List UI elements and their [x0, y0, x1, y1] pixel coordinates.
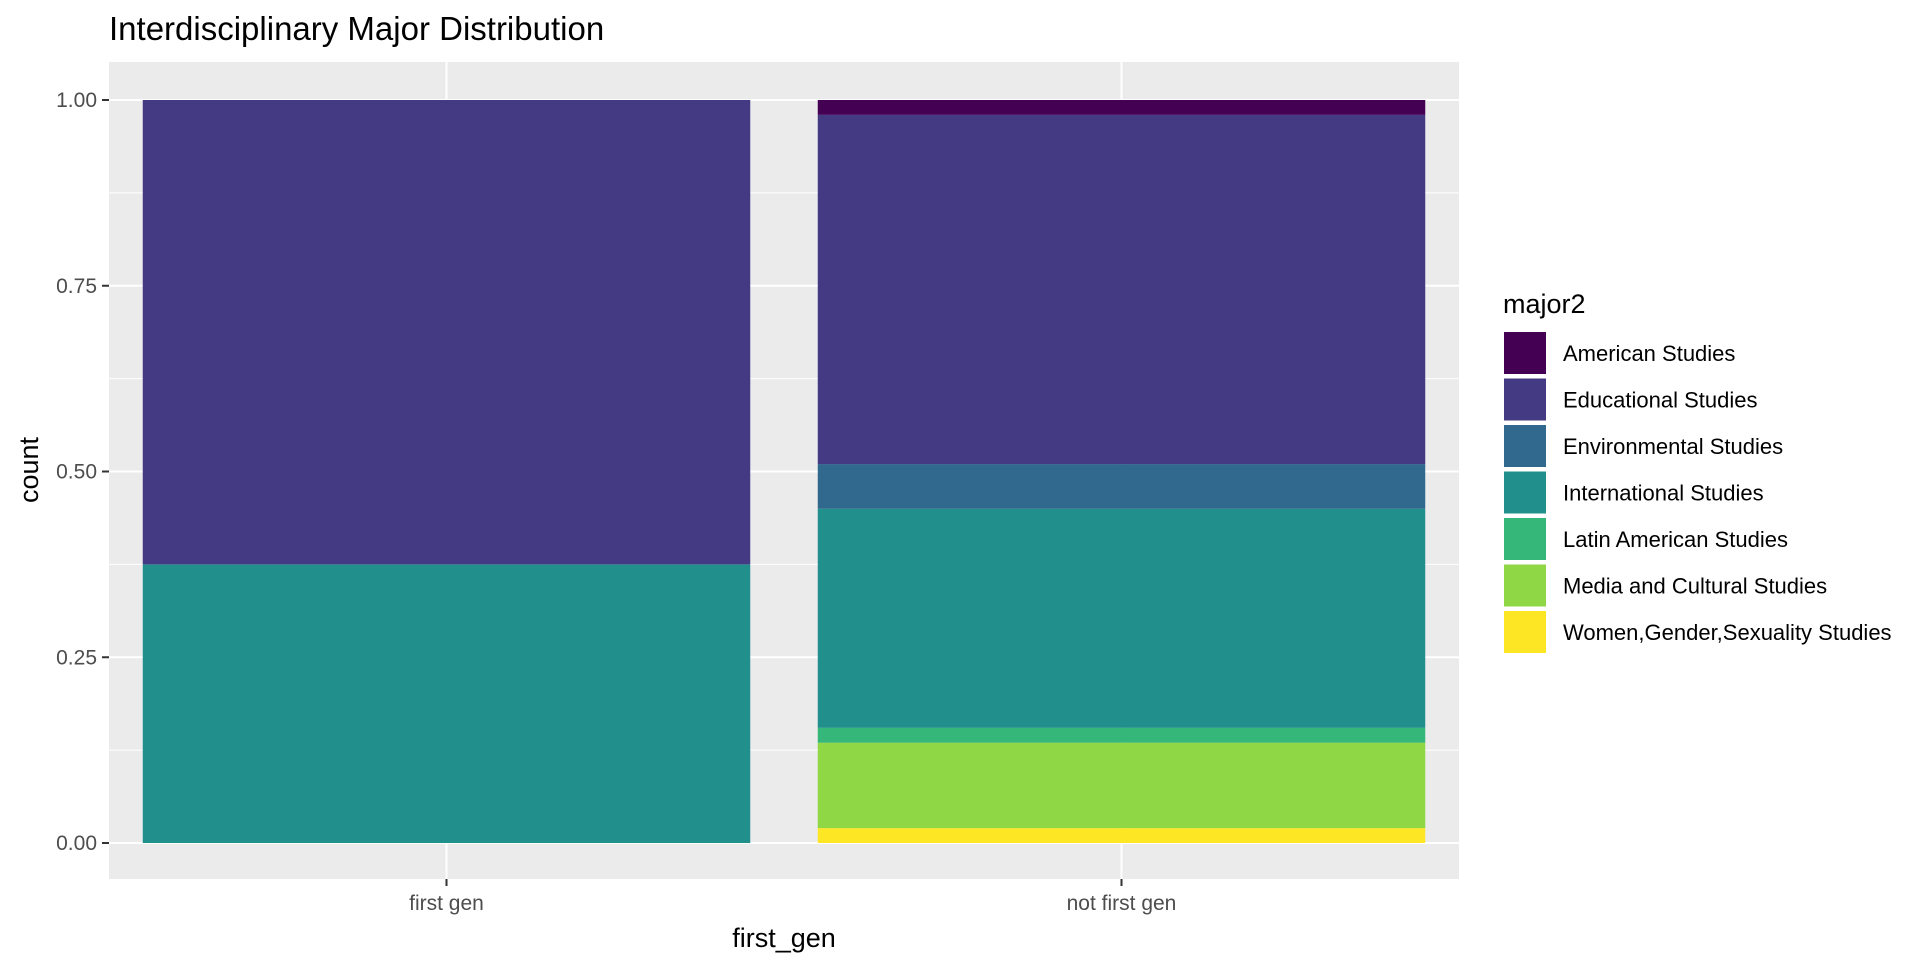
y-tick-label: 1.00	[56, 89, 97, 112]
x-tick-label: not first gen	[1067, 892, 1177, 915]
legend-key-international-studies	[1502, 469, 1548, 516]
legend-key-environmental-studies	[1502, 423, 1548, 469]
legend-label: Environmental Studies	[1563, 434, 1783, 459]
legend-key-media-and-cultural-studies	[1502, 562, 1548, 609]
bar-segment-educational-studies-2	[817, 114, 1426, 465]
legend-title: major2	[1503, 289, 1586, 319]
bar-segment-media-and-cultural-studies-2	[817, 742, 1426, 829]
y-tick-label: 0.75	[56, 275, 97, 298]
x-axis-title: first_gen	[732, 923, 836, 953]
y-tick-label: 0.25	[56, 646, 97, 669]
y-tick-label: 0.00	[56, 832, 97, 855]
bar-segment-american-studies-2	[817, 100, 1426, 115]
bar-segment-women-gender-sexuality-studies-2	[817, 828, 1426, 843]
legend-label: International Studies	[1563, 481, 1764, 506]
legend-label: Educational Studies	[1563, 388, 1757, 413]
y-axis-title: count	[14, 436, 44, 503]
legend-key-educational-studies	[1502, 376, 1548, 423]
legend-key-latin-american-studies	[1502, 516, 1548, 562]
legend-label: Media and Cultural Studies	[1563, 574, 1827, 599]
legend-key-women-gender-sexuality-studies	[1502, 609, 1548, 655]
legend-label: Women,Gender,Sexuality Studies	[1563, 620, 1892, 645]
bar-segment-international-studies-1	[142, 564, 751, 843]
legend-label: American Studies	[1563, 341, 1735, 366]
bar-segment-latin-american-studies-2	[817, 727, 1426, 743]
bar-segment-educational-studies-1	[142, 100, 751, 565]
bar-segment-environmental-studies-2	[817, 464, 1426, 509]
bar-segment-international-studies-2	[817, 508, 1426, 728]
x-tick-label: first gen	[409, 892, 484, 915]
legend-label: Latin American Studies	[1563, 527, 1788, 552]
chart-title: Interdisciplinary Major Distribution	[109, 10, 604, 47]
x-axis: first gen not first gen	[409, 879, 1176, 915]
y-tick-label: 0.50	[56, 461, 97, 484]
y-axis: 0.00 0.25 0.50 0.75 1.00	[56, 89, 109, 855]
legend-key-american-studies	[1502, 330, 1548, 376]
bars	[142, 100, 1426, 843]
legend: American Studies Educational Studies Envir…	[1502, 330, 1892, 655]
